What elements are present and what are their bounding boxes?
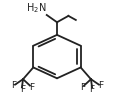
Text: F: F bbox=[79, 83, 84, 92]
Text: H$_2$N: H$_2$N bbox=[26, 1, 46, 14]
Text: F: F bbox=[88, 85, 93, 94]
Text: F: F bbox=[97, 82, 102, 90]
Text: F: F bbox=[11, 82, 16, 90]
Text: F: F bbox=[20, 85, 25, 94]
Text: F: F bbox=[29, 83, 34, 92]
